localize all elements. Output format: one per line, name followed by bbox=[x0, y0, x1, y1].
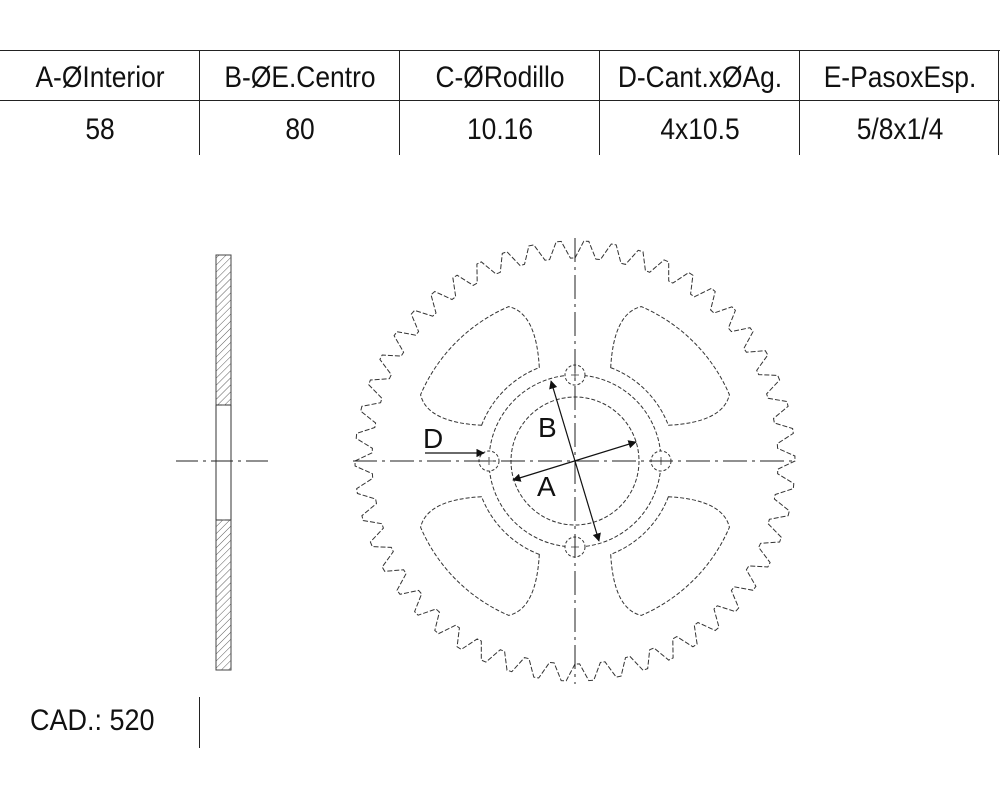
table-column-divider bbox=[599, 50, 600, 155]
profile-hub bbox=[215, 404, 232, 521]
sprocket-teeth-outline bbox=[354, 240, 796, 682]
table-column-divider bbox=[799, 50, 800, 155]
label-b: B bbox=[538, 412, 557, 443]
lightening-window bbox=[420, 306, 540, 426]
table-row-divider bbox=[0, 100, 1000, 101]
lightening-window bbox=[610, 306, 730, 426]
side-profile-view bbox=[176, 254, 272, 671]
footer-divider bbox=[199, 697, 200, 748]
header-pitch-thickness: E-PasoxEsp. bbox=[823, 61, 977, 94]
table-top-border bbox=[0, 50, 1000, 51]
lightening-windows bbox=[420, 306, 730, 616]
value-roller-diameter: 10.16 bbox=[466, 113, 534, 146]
value-inner-diameter: 58 bbox=[85, 113, 115, 146]
table-column-divider bbox=[199, 50, 200, 155]
lightening-window bbox=[420, 496, 540, 616]
header-holes: D-Cant.xØAg. bbox=[617, 61, 783, 94]
part-code: CAD.: 520 bbox=[30, 704, 155, 737]
header-inner-diameter: A-ØInterior bbox=[35, 61, 165, 94]
profile-hatch-lower bbox=[215, 519, 232, 671]
label-a: A bbox=[537, 471, 556, 502]
value-holes: 4x10.5 bbox=[660, 113, 740, 146]
lightening-window bbox=[610, 496, 730, 616]
header-bolt-circle: B-ØE.Centro bbox=[224, 61, 376, 94]
profile-hatch-upper bbox=[215, 254, 232, 406]
value-pitch-thickness: 5/8x1/4 bbox=[856, 113, 944, 146]
table-column-divider bbox=[399, 50, 400, 155]
label-d: D bbox=[423, 423, 443, 454]
table-right-border bbox=[998, 50, 999, 155]
value-bolt-circle: 80 bbox=[285, 113, 315, 146]
header-roller-diameter: C-ØRodillo bbox=[435, 61, 565, 94]
sprocket-front-view: B A D bbox=[353, 238, 797, 684]
dimension-line-a bbox=[512, 440, 637, 482]
spec-table: A-ØInterior B-ØE.Centro C-ØRodillo D-Can… bbox=[0, 50, 1000, 155]
